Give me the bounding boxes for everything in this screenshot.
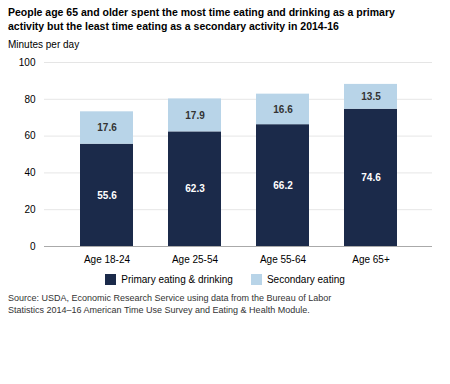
svg-text:Age 18-24: Age 18-24 bbox=[84, 254, 131, 265]
html-text:Secondary eating: Secondary eating bbox=[266, 274, 345, 286]
svg-text:62.3: 62.3 bbox=[185, 184, 205, 195]
html-text:Minutes per day: Minutes per day bbox=[8, 39, 80, 51]
html-text:Source: USDA, Economic Researc: Source: USDA, Economic Research Service … bbox=[8, 293, 332, 315]
svg-text:80: 80 bbox=[24, 94, 36, 105]
svg-text:Age 25-54: Age 25-54 bbox=[172, 254, 219, 265]
svg-text:13.5: 13.5 bbox=[361, 91, 381, 102]
svg-text:66.2: 66.2 bbox=[273, 180, 293, 191]
svg-text:40: 40 bbox=[24, 167, 36, 178]
svg-text:16.6: 16.6 bbox=[273, 104, 293, 115]
svg-text:Age 55-64: Age 55-64 bbox=[260, 254, 307, 265]
svg-text:20: 20 bbox=[24, 204, 36, 215]
svg-text:0: 0 bbox=[30, 241, 36, 252]
svg-text:100: 100 bbox=[19, 57, 36, 68]
html-text:Primary eating & drinking: Primary eating & drinking bbox=[121, 274, 233, 286]
svg-text:60: 60 bbox=[24, 131, 36, 142]
svg-text:55.6: 55.6 bbox=[97, 190, 117, 201]
svg-text:17.9: 17.9 bbox=[185, 110, 205, 121]
svg-text:Age 65+: Age 65+ bbox=[352, 254, 390, 265]
html-text:People age 65 and older spent: People age 65 and older spent the most t… bbox=[8, 6, 395, 32]
svg-text:17.6: 17.6 bbox=[97, 122, 117, 133]
svg-text:74.6: 74.6 bbox=[361, 172, 381, 183]
